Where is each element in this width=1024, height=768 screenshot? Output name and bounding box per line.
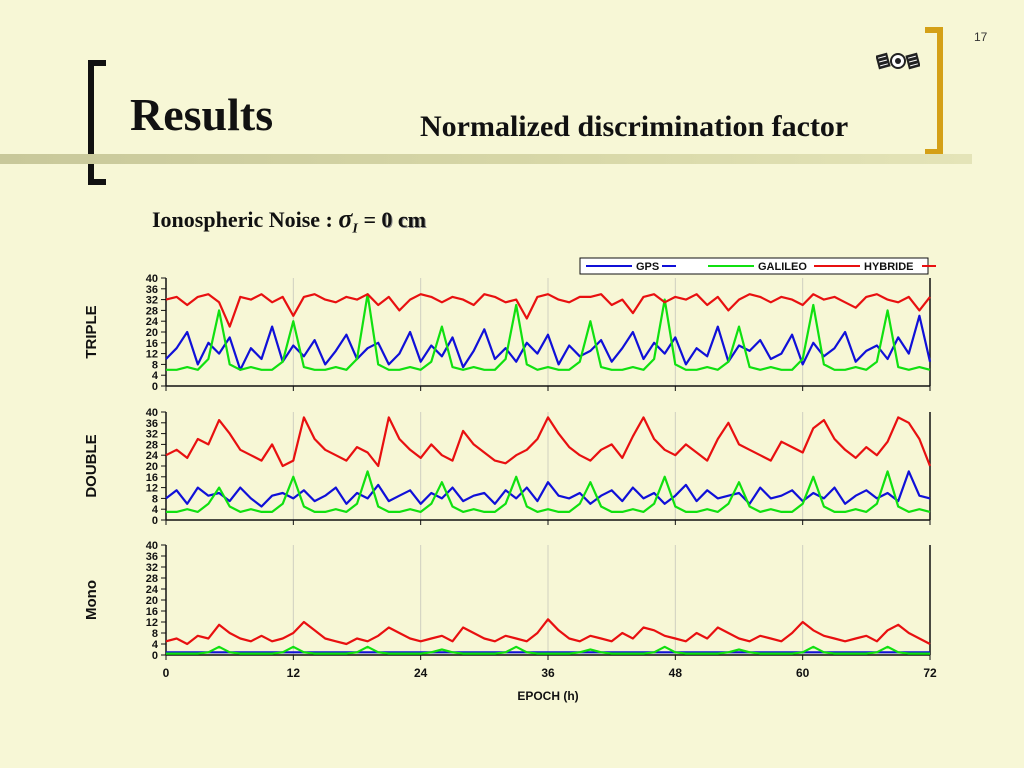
ionospheric-noise-label: Ionospheric Noise : σI = 0 cm	[152, 204, 426, 237]
mono-y-tick-label: 8	[152, 628, 158, 640]
triple-y-tick-label: 8	[152, 359, 158, 371]
double-y-tick-label: 24	[146, 450, 159, 462]
triple-series-hybride	[165, 293, 931, 328]
satellite-icon	[875, 44, 921, 83]
double-y-tick-label: 16	[146, 472, 158, 484]
mono-y-tick-label: 0	[152, 650, 158, 662]
double-y-tick-label: 28	[146, 439, 158, 451]
double-series-galileo	[166, 470, 931, 513]
x-tick-label: 0	[163, 666, 170, 680]
triple-series-galileo	[166, 293, 931, 371]
x-tick-label: 60	[796, 666, 810, 680]
triple-y-tick-label: 12	[146, 349, 158, 361]
mono-series-galileo	[166, 645, 930, 655]
noise-value: 0 cm	[381, 207, 426, 232]
mono-y-tick-label: 36	[146, 551, 158, 563]
double-y-tick-label: 12	[146, 483, 158, 495]
noise-label-text: Ionospheric Noise :	[152, 207, 333, 232]
double-y-tick-label: 32	[146, 429, 158, 441]
double-panel-label: DOUBLE	[83, 434, 100, 497]
mono-y-tick-label: 20	[146, 595, 158, 607]
x-axis-title: EPOCH (h)	[517, 689, 578, 703]
double-series-hybride	[165, 416, 932, 468]
x-tick-label: 24	[414, 666, 428, 680]
right-bracket-decoration	[925, 27, 943, 155]
triple-y-tick-label: 4	[152, 370, 159, 382]
double-y-tick-label: 36	[146, 418, 158, 430]
mono-y-tick-label: 40	[146, 540, 158, 552]
mono-y-tick-label: 4	[152, 639, 159, 651]
mono-y-tick-label: 28	[146, 573, 158, 585]
legend-label-galileo: GALILEO	[758, 261, 807, 273]
legend-label-gps: GPS	[636, 261, 659, 273]
triple-series-gps	[165, 314, 932, 371]
x-tick-label: 12	[287, 666, 301, 680]
page-subtitle: Normalized discrimination factor	[420, 110, 849, 143]
triple-panel-label: TRIPLE	[83, 305, 100, 358]
double-y-tick-label: 20	[146, 461, 158, 473]
triple-y-tick-label: 16	[146, 338, 158, 350]
double-y-tick-label: 4	[152, 504, 159, 516]
noise-sigma-subscript: I	[352, 221, 358, 237]
page-title: Results	[130, 89, 274, 140]
noise-equals: =	[363, 207, 376, 232]
triple-y-tick-label: 20	[146, 327, 158, 339]
left-bracket-decoration	[88, 60, 106, 185]
mono-series-hybride	[165, 618, 931, 646]
mono-y-tick-label: 12	[146, 617, 158, 629]
triple-y-tick-label: 36	[146, 284, 158, 296]
x-tick-label: 48	[669, 666, 683, 680]
triple-y-tick-label: 28	[146, 305, 158, 317]
x-tick-label: 72	[923, 666, 937, 680]
mono-y-tick-label: 32	[146, 562, 158, 574]
double-y-tick-label: 8	[152, 493, 158, 505]
x-tick-label: 36	[541, 666, 555, 680]
triple-y-tick-label: 40	[146, 273, 158, 285]
mono-panel-label: Mono	[83, 580, 100, 620]
mono-y-tick-label: 16	[146, 606, 158, 618]
double-y-tick-label: 0	[152, 515, 158, 527]
double-y-tick-label: 40	[146, 407, 158, 419]
title-divider	[0, 154, 972, 164]
mono-y-tick-label: 24	[146, 584, 159, 596]
page-number: 17	[974, 30, 988, 44]
triple-y-tick-label: 32	[146, 295, 158, 307]
triple-y-tick-label: 0	[152, 381, 158, 393]
triple-y-tick-label: 24	[146, 316, 159, 328]
noise-sigma-symbol: σ	[338, 204, 353, 233]
legend-label-hybride: HYBRIDE	[864, 261, 914, 273]
